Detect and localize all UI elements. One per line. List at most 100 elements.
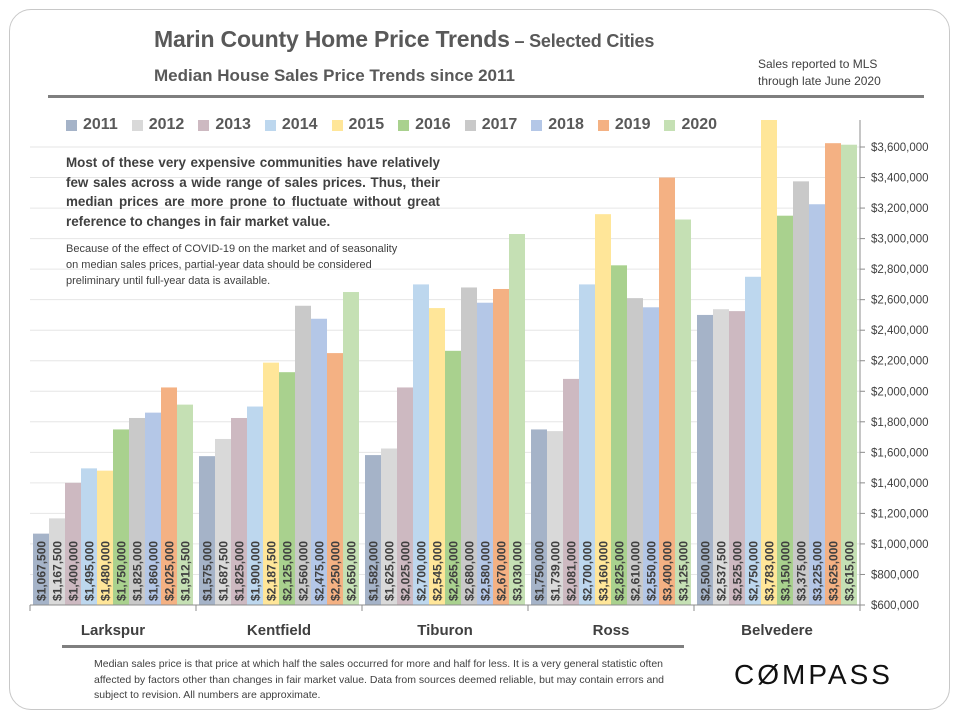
bar-larkspur-2011 (33, 533, 49, 605)
bar-tiburon-2017 (461, 287, 477, 605)
bar-ross-2013 (563, 378, 579, 605)
data-label: $2,545,000 (431, 541, 445, 601)
data-label: $3,625,000 (827, 541, 841, 601)
data-label: $3,615,000 (843, 541, 857, 601)
y-tick-label: $2,600,000 (871, 295, 929, 307)
compass-logo-text: CØMPASS (734, 659, 893, 690)
data-label: $1,900,000 (249, 541, 263, 601)
bar-tiburon-2018 (477, 302, 493, 605)
legend-swatch (664, 119, 676, 131)
data-label: $2,670,000 (495, 541, 509, 601)
market-commentary: Most of these very expensive communities… (66, 155, 440, 229)
bar-tiburon-2011 (365, 455, 381, 605)
y-tick-label: $3,200,000 (871, 203, 929, 215)
bar-larkspur-2018 (145, 412, 161, 605)
bar-belvedere-2013 (729, 311, 745, 605)
data-label: $2,125,000 (281, 541, 295, 601)
bar-ross-2014 (579, 284, 595, 605)
legend-label: 2013 (215, 116, 251, 133)
legend-swatch (131, 119, 143, 131)
data-label: $1,739,000 (549, 541, 563, 601)
legend-label: 2014 (281, 116, 318, 133)
bar-ross-2015 (595, 214, 611, 605)
data-label: $2,700,000 (581, 541, 595, 601)
legend-label: 2016 (415, 116, 451, 133)
data-label: $1,687,500 (217, 541, 231, 601)
data-label: $2,475,000 (313, 541, 327, 601)
bar-kentfield-2015 (263, 362, 279, 605)
legend-item-2015: 2015 (331, 116, 385, 134)
footer-divider (62, 645, 684, 648)
legend-label: 2015 (348, 116, 385, 133)
data-label: $1,495,000 (83, 541, 97, 601)
data-label: $2,750,000 (747, 541, 761, 601)
y-tick-label: $2,400,000 (871, 325, 929, 337)
bar-ross-2017 (627, 298, 643, 605)
compass-logo: CØMPASS (734, 659, 893, 691)
data-label: $1,582,000 (367, 541, 381, 601)
bar-kentfield-2014 (247, 406, 263, 605)
bar-ross-2018 (643, 307, 659, 605)
legend-label: 2019 (614, 116, 651, 133)
data-label: $1,067,500 (35, 541, 49, 601)
legend-swatch (198, 119, 210, 131)
y-tick-label: $3,400,000 (871, 173, 929, 185)
data-date-note: Sales reported to MLS through late June … (758, 56, 881, 90)
y-tick-label: $1,800,000 (871, 417, 929, 429)
bar-larkspur-2019 (161, 387, 177, 605)
bar-ross-2020 (675, 219, 691, 605)
bar-kentfield-2019 (327, 353, 343, 605)
data-label: $1,400,000 (67, 541, 81, 601)
data-label: $2,081,000 (565, 541, 579, 601)
legend-swatch (597, 119, 609, 131)
legend-item-2011: 2011 (66, 116, 118, 134)
y-tick-label: $1,600,000 (871, 447, 929, 459)
data-label: $2,187,500 (265, 541, 279, 601)
data-label: $2,680,000 (463, 541, 477, 601)
data-label: $1,625,000 (383, 541, 397, 601)
bar-kentfield-2020 (343, 292, 359, 605)
y-tick-label: $600,000 (871, 600, 919, 612)
bar-tiburon-2013 (397, 387, 413, 605)
data-label: $3,783,000 (763, 541, 777, 601)
chart-subtitle: Median House Sales Price Trends since 20… (154, 66, 515, 85)
data-label: $1,825,000 (131, 541, 145, 601)
bar-ross-2016 (611, 265, 627, 605)
data-label: $3,160,000 (597, 541, 611, 601)
data-label: $2,500,000 (699, 541, 713, 601)
y-tick-label: $1,400,000 (871, 478, 929, 490)
data-label: $2,825,000 (613, 541, 627, 601)
data-label: $1,912,500 (179, 541, 193, 601)
bar-tiburon-2020 (509, 234, 525, 605)
bar-tiburon-2016 (445, 350, 461, 605)
bar-belvedere-2017 (793, 181, 809, 605)
bar-belvedere-2016 (777, 215, 793, 605)
data-date-note-line1: Sales reported to MLS (758, 57, 878, 71)
bar-kentfield-2011 (199, 456, 215, 605)
data-label: $2,610,000 (629, 541, 643, 601)
data-label: $1,860,000 (147, 541, 161, 601)
legend-item-2020: 2020 (664, 116, 717, 134)
data-label: $2,265,000 (447, 541, 461, 601)
data-label: $2,525,000 (731, 541, 745, 601)
bar-larkspur-2017 (129, 417, 145, 605)
data-label: $3,030,000 (511, 541, 525, 601)
y-tick-label: $1,200,000 (871, 508, 929, 520)
bar-tiburon-2014 (413, 284, 429, 605)
data-label: $3,375,000 (795, 541, 809, 601)
data-label: $3,400,000 (661, 541, 675, 601)
y-tick-label: $3,600,000 (871, 142, 929, 154)
data-label: $2,250,000 (329, 541, 343, 601)
bar-larkspur-2016 (113, 429, 129, 605)
bar-belvedere-2011 (697, 314, 713, 605)
bar-belvedere-2018 (809, 204, 825, 605)
data-label: $2,650,000 (345, 541, 359, 601)
legend-label: 2017 (481, 116, 518, 133)
legend-swatch (264, 119, 276, 131)
data-date-note-line2: through late June 2020 (758, 74, 881, 88)
data-label: $2,700,000 (415, 541, 429, 601)
bar-belvedere-2014 (745, 276, 761, 605)
data-label: $1,750,000 (115, 541, 129, 601)
legend-swatch (464, 119, 476, 131)
y-tick-label: $3,000,000 (871, 234, 929, 246)
